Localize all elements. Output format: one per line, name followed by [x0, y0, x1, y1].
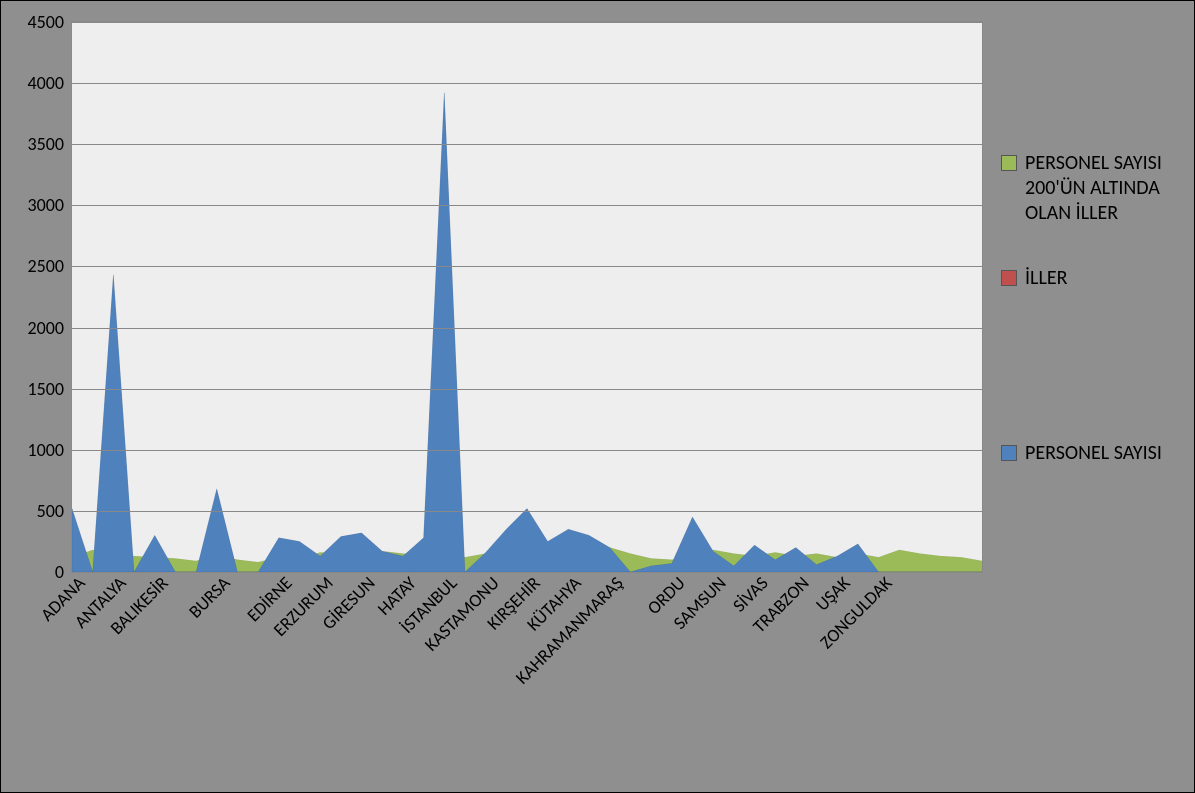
y-tick-label: 4500	[28, 11, 73, 33]
gridline	[72, 22, 982, 23]
y-tick-label: 3500	[28, 133, 73, 155]
legend: PERSONEL SAYISI 200'ÜN ALTINDA OLAN İLLE…	[1001, 151, 1175, 506]
legend-label: PERSONEL SAYISI	[1025, 441, 1162, 466]
chart-container: 050010001500200025003000350040004500ADAN…	[0, 0, 1195, 793]
gridline	[72, 450, 982, 451]
y-tick-label: 500	[37, 500, 72, 522]
y-tick-label: 2000	[28, 317, 73, 339]
legend-item: PERSONEL SAYISI 200'ÜN ALTINDA OLAN İLLE…	[1001, 151, 1175, 226]
y-tick-label: 3000	[28, 194, 73, 216]
gridline	[72, 328, 982, 329]
legend-swatch	[1001, 155, 1017, 171]
legend-item: PERSONEL SAYISI	[1001, 441, 1175, 466]
y-tick-label: 4000	[28, 72, 73, 94]
gridline	[72, 266, 982, 267]
gridline	[72, 511, 982, 512]
y-tick-label: 2500	[28, 255, 73, 277]
y-tick-label: 1500	[28, 378, 73, 400]
legend-label: İLLER	[1025, 266, 1067, 291]
plot-area: 050010001500200025003000350040004500ADAN…	[71, 21, 983, 573]
legend-swatch	[1001, 445, 1017, 461]
legend-label: PERSONEL SAYISI 200'ÜN ALTINDA OLAN İLLE…	[1025, 151, 1175, 226]
gridline	[72, 144, 982, 145]
legend-item: İLLER	[1001, 266, 1175, 291]
gridline	[72, 83, 982, 84]
gridline	[72, 389, 982, 390]
area-series-front	[72, 22, 982, 572]
gridline	[72, 205, 982, 206]
y-tick-label: 1000	[28, 439, 73, 461]
legend-swatch	[1001, 270, 1017, 286]
